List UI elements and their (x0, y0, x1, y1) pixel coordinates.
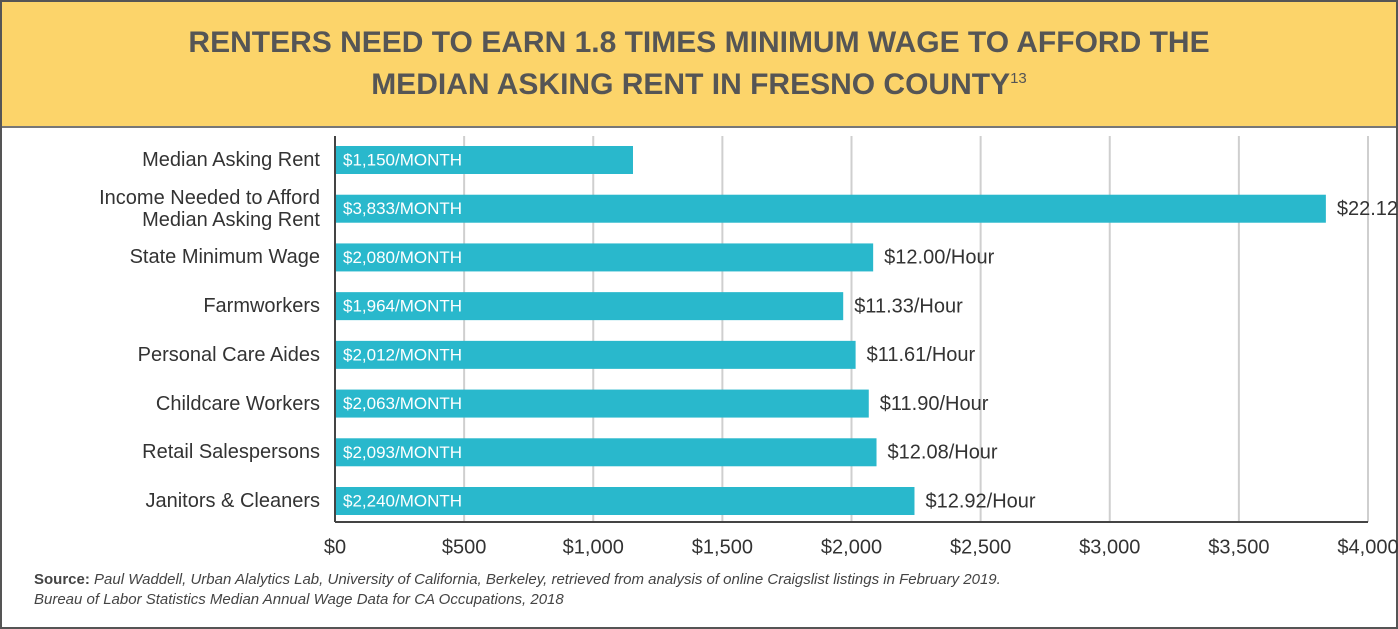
title-text: RENTERS NEED TO EARN 1.8 TIMES MINIMUM W… (188, 26, 1210, 101)
source-text: Paul Waddell, Urban Alalytics Lab, Unive… (34, 571, 1001, 608)
hourly-label: $22.12/Hour (1337, 198, 1398, 220)
x-tick-label: $4,000 (1337, 536, 1398, 558)
y-tick-label: Farmworkers (203, 295, 320, 318)
x-tick-label: $1,500 (692, 536, 753, 558)
source: Source: Paul Waddell, Urban Alalytics La… (34, 570, 1001, 610)
bar-value-label: $1,150/MONTH (343, 150, 462, 169)
source-label: Source: (34, 571, 90, 588)
bar-value-label: $2,012/MONTH (343, 345, 462, 364)
y-tick-label: Janitors & Cleaners (145, 490, 320, 512)
hourly-label: $12.00/Hour (884, 247, 994, 269)
bar-value-label: $1,964/MONTH (343, 297, 462, 316)
x-tick-label: $2,500 (950, 536, 1011, 558)
bar-value-label: $2,093/MONTH (343, 443, 462, 462)
bar-value-label: $2,080/MONTH (343, 248, 462, 267)
bar-value-label: $2,240/MONTH (343, 491, 462, 510)
y-tick-label: Median Asking Rent (142, 149, 320, 171)
y-tick-label: Income Needed to Afford Median Asking Re… (99, 186, 320, 231)
bar (336, 146, 633, 174)
title-note: 13 (1010, 70, 1027, 87)
hourly-label: $11.90/Hour (880, 393, 989, 415)
bar (336, 194, 1326, 223)
y-tick-label: Retail Salespersons (142, 441, 320, 464)
hourly-label: $12.08/Hour (888, 442, 998, 464)
x-tick-label: $2,000 (821, 536, 882, 558)
hourly-label: $11.33/Hour (854, 295, 963, 317)
bar-value-label: $2,063/MONTH (343, 394, 462, 413)
chart-title: RENTERS NEED TO EARN 1.8 TIMES MINIMUM W… (188, 25, 1209, 103)
x-tick-label: $0 (324, 536, 346, 558)
bar (336, 487, 915, 515)
hourly-label: $12.92/Hour (925, 490, 1035, 512)
bar (336, 438, 877, 467)
x-tick-label: $3,500 (1208, 536, 1269, 558)
x-tick-label: $500 (442, 536, 487, 558)
y-tick-label: Personal Care Aides (137, 343, 320, 366)
header: RENTERS NEED TO EARN 1.8 TIMES MINIMUM W… (2, 2, 1396, 128)
y-tick-label: State Minimum Wage (129, 246, 320, 269)
x-tick-label: $1,000 (563, 536, 624, 558)
bar-value-label: $3,833/MONTH (343, 199, 462, 218)
bar (336, 243, 874, 272)
bar (336, 340, 856, 369)
bar (336, 389, 869, 418)
hourly-label: $11.61/Hour (867, 344, 976, 366)
x-tick-label: $3,000 (1079, 536, 1140, 558)
y-tick-label: Childcare Workers (155, 392, 320, 415)
bar (336, 292, 844, 321)
